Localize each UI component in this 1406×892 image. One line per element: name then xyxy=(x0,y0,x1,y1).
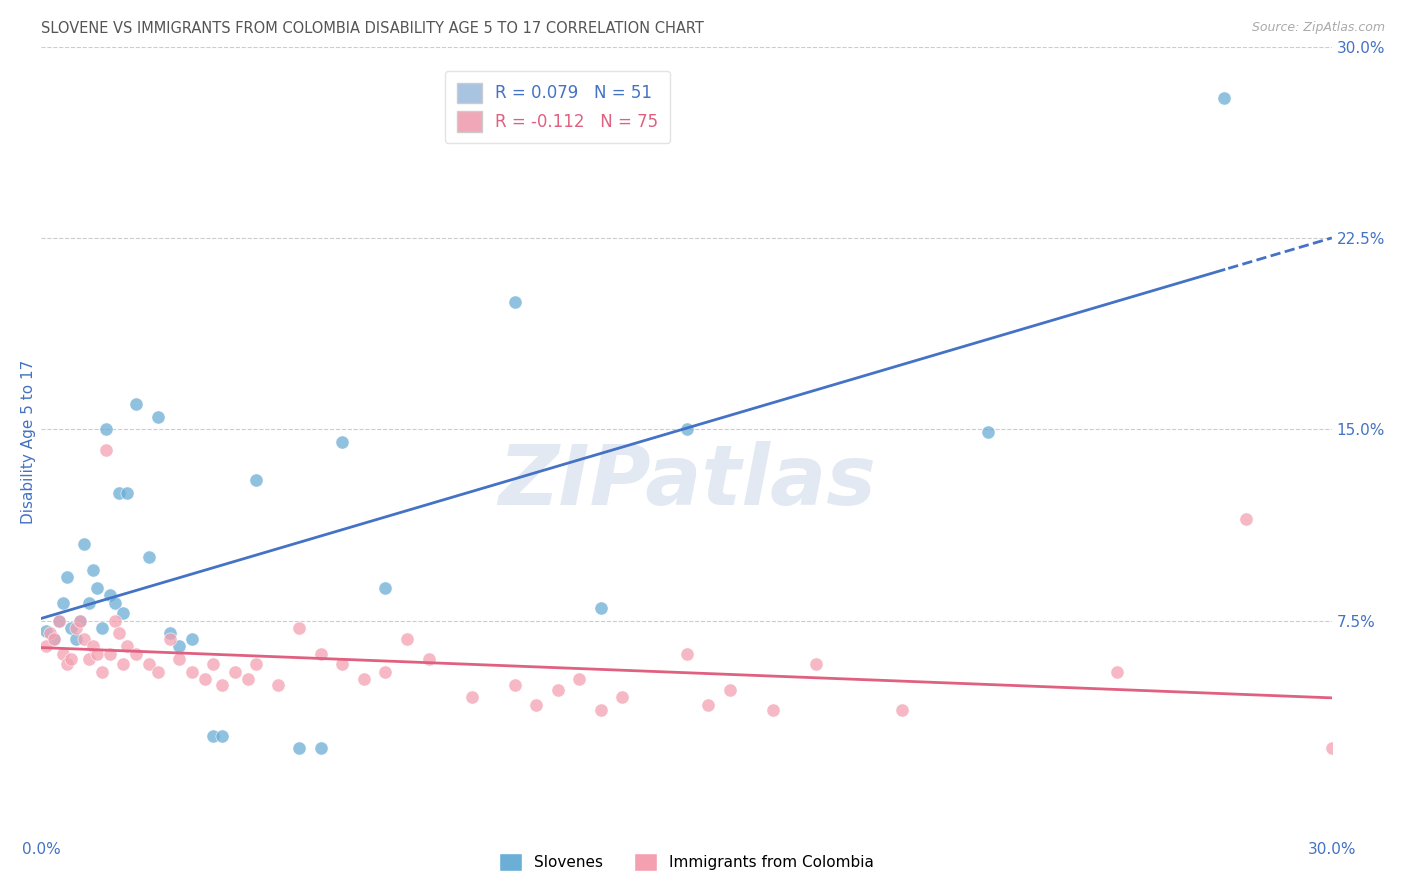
Point xyxy=(503,677,526,691)
Point xyxy=(589,601,612,615)
Point xyxy=(77,596,100,610)
Point xyxy=(65,621,87,635)
Point xyxy=(77,652,100,666)
Point xyxy=(167,652,190,666)
Point xyxy=(167,640,190,654)
Point xyxy=(34,640,56,654)
Point xyxy=(181,632,204,646)
Point xyxy=(56,657,79,672)
Point xyxy=(236,673,259,687)
Point xyxy=(245,474,267,488)
Point xyxy=(138,657,160,672)
Y-axis label: Disability Age 5 to 17: Disability Age 5 to 17 xyxy=(21,360,35,524)
Point xyxy=(675,422,697,436)
Point xyxy=(103,614,125,628)
Point xyxy=(82,563,104,577)
Point xyxy=(211,677,233,691)
Point xyxy=(1213,91,1236,105)
Point xyxy=(374,665,396,679)
Point xyxy=(125,397,148,411)
Point xyxy=(568,673,591,687)
Point xyxy=(82,640,104,654)
Point xyxy=(460,690,482,705)
Point xyxy=(1234,511,1257,525)
Point xyxy=(524,698,547,712)
Point xyxy=(39,626,62,640)
Point xyxy=(194,673,217,687)
Text: ZIPatlas: ZIPatlas xyxy=(498,442,876,522)
Point xyxy=(245,657,267,672)
Point xyxy=(73,537,96,551)
Point xyxy=(108,486,131,500)
Point xyxy=(309,647,332,661)
Point xyxy=(395,632,418,646)
Point xyxy=(675,647,697,661)
Point xyxy=(159,632,181,646)
Point xyxy=(125,647,148,661)
Text: Source: ZipAtlas.com: Source: ZipAtlas.com xyxy=(1251,21,1385,34)
Point xyxy=(34,624,56,638)
Point xyxy=(718,682,741,697)
Point xyxy=(159,626,181,640)
Point xyxy=(211,729,233,743)
Point xyxy=(112,606,135,620)
Point xyxy=(108,626,131,640)
Point xyxy=(73,632,96,646)
Point xyxy=(60,652,83,666)
Point xyxy=(589,703,612,717)
Point xyxy=(146,665,169,679)
Point xyxy=(52,647,75,661)
Point xyxy=(1105,665,1128,679)
Point xyxy=(202,657,225,672)
Point xyxy=(890,703,912,717)
Point xyxy=(224,665,246,679)
Point xyxy=(697,698,720,712)
Point xyxy=(288,621,311,635)
Point xyxy=(374,581,396,595)
Point xyxy=(48,614,70,628)
Point xyxy=(146,409,169,424)
Point xyxy=(52,596,75,610)
Point xyxy=(94,422,117,436)
Point xyxy=(60,621,83,635)
Legend: Slovenes, Immigrants from Colombia: Slovenes, Immigrants from Colombia xyxy=(494,847,880,878)
Point xyxy=(90,665,112,679)
Point xyxy=(353,673,375,687)
Point xyxy=(65,632,87,646)
Point xyxy=(117,640,139,654)
Point xyxy=(332,657,354,672)
Point xyxy=(309,741,332,756)
Point xyxy=(98,647,121,661)
Point xyxy=(1320,741,1343,756)
Point xyxy=(117,486,139,500)
Point xyxy=(202,729,225,743)
Point xyxy=(804,657,827,672)
Point xyxy=(44,632,66,646)
Point xyxy=(547,682,569,697)
Point xyxy=(418,652,440,666)
Point xyxy=(94,442,117,457)
Point xyxy=(98,588,121,602)
Point xyxy=(48,614,70,628)
Point xyxy=(86,647,108,661)
Point xyxy=(332,435,354,450)
Point xyxy=(90,621,112,635)
Point xyxy=(69,614,91,628)
Point xyxy=(86,581,108,595)
Point xyxy=(69,614,91,628)
Point xyxy=(181,665,204,679)
Point xyxy=(610,690,633,705)
Point xyxy=(112,657,135,672)
Point xyxy=(44,632,66,646)
Point xyxy=(103,596,125,610)
Point xyxy=(503,294,526,309)
Point xyxy=(288,741,311,756)
Point xyxy=(762,703,785,717)
Text: SLOVENE VS IMMIGRANTS FROM COLOMBIA DISABILITY AGE 5 TO 17 CORRELATION CHART: SLOVENE VS IMMIGRANTS FROM COLOMBIA DISA… xyxy=(41,21,704,36)
Point xyxy=(138,549,160,564)
Point xyxy=(267,677,290,691)
Point xyxy=(976,425,998,439)
Point xyxy=(56,570,79,584)
